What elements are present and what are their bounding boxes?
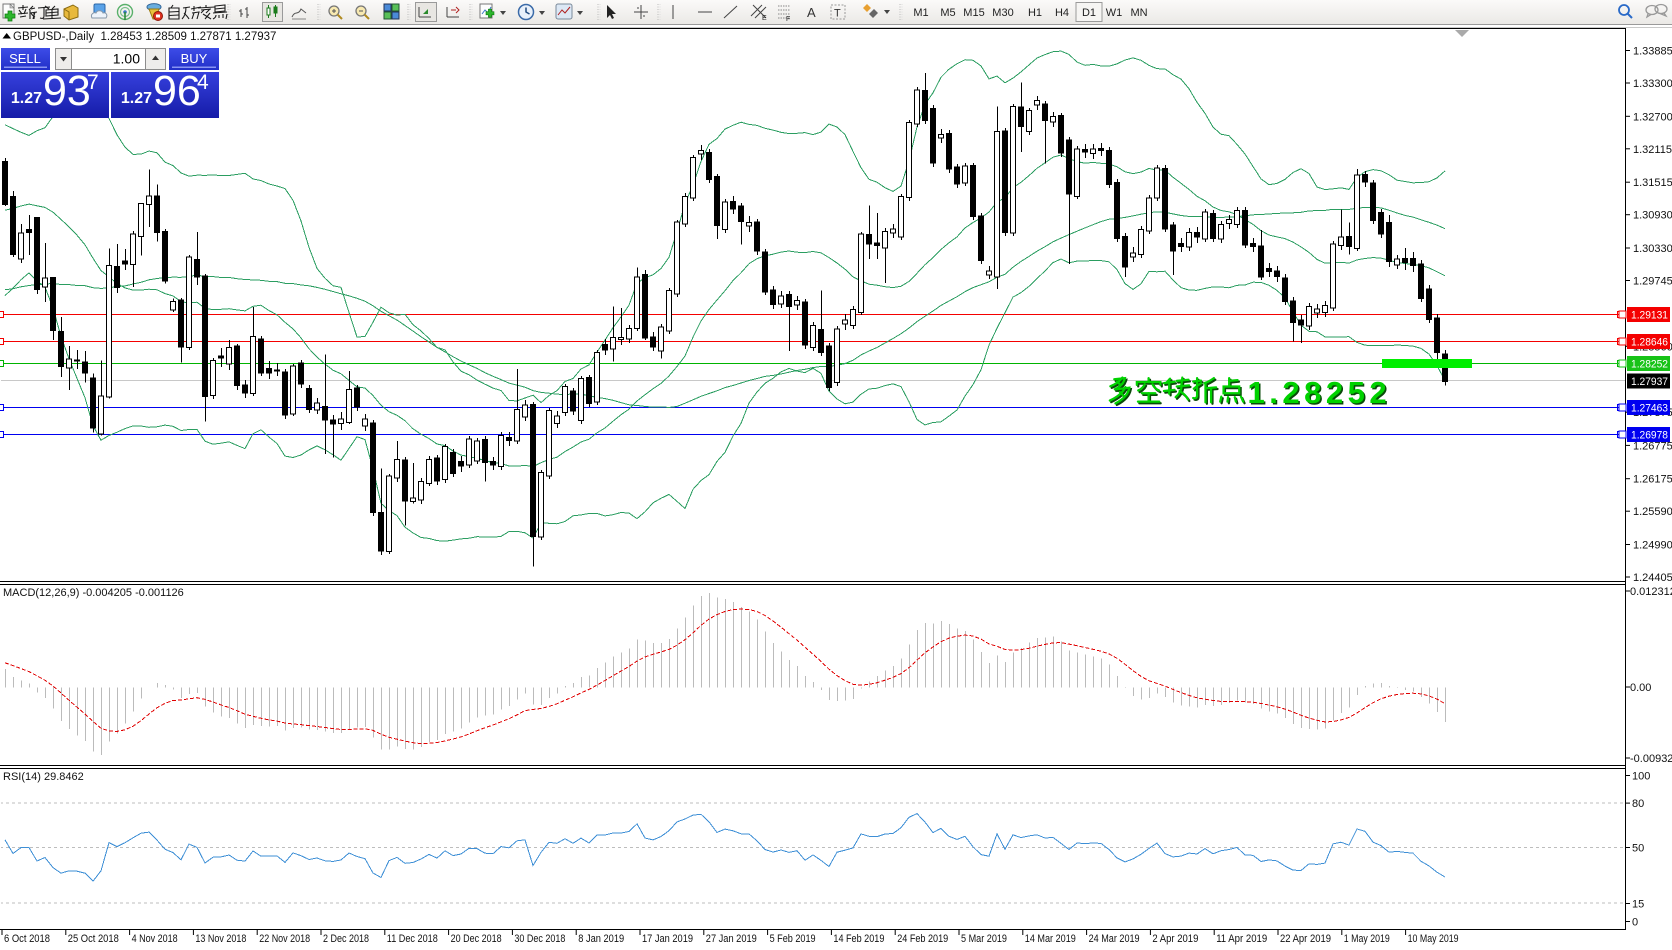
svg-text:27 Jan 2019: 27 Jan 2019 [706,933,757,945]
svg-text:10 May 2019: 10 May 2019 [1408,933,1459,945]
svg-text:24 Feb 2019: 24 Feb 2019 [897,933,948,945]
svg-text:F: F [786,16,790,23]
svg-text:7: 7 [87,71,99,94]
svg-text:4: 4 [197,71,209,94]
svg-text:14 Mar 2019: 14 Mar 2019 [1025,933,1076,945]
svg-text:25 Oct 2018: 25 Oct 2018 [68,933,119,945]
svg-text:1.30930: 1.30930 [1633,210,1672,222]
svg-text:1.27937: 1.27937 [1631,376,1668,388]
svg-text:1.33885: 1.33885 [1633,46,1672,58]
svg-text:1.31515: 1.31515 [1633,177,1672,189]
svg-text:1.29131: 1.29131 [1631,310,1668,322]
svg-text:93: 93 [43,67,91,115]
svg-text:80: 80 [1632,798,1644,810]
svg-text:M5: M5 [940,7,955,19]
svg-text:1.33300: 1.33300 [1633,78,1672,90]
svg-text:1.26175: 1.26175 [1633,474,1672,486]
svg-text:BUY: BUY [181,51,208,66]
svg-text:1.27: 1.27 [121,90,152,107]
svg-text:11 Dec 2018: 11 Dec 2018 [387,933,438,945]
svg-text:11 Apr 2019: 11 Apr 2019 [1216,933,1267,945]
svg-text:GBPUSD-,Daily 1.28453 1.28509: GBPUSD-,Daily 1.28453 1.28509 1.27871 1.… [13,31,276,43]
svg-text:T: T [834,8,841,20]
svg-text:22 Apr 2019: 22 Apr 2019 [1280,933,1331,945]
svg-text:0.012312: 0.012312 [1630,586,1672,598]
svg-text:H4: H4 [1055,7,1069,19]
svg-text:RSI(14) 29.8462: RSI(14) 29.8462 [3,771,84,783]
svg-text:1.26978: 1.26978 [1631,430,1668,442]
svg-text:1.27463: 1.27463 [1631,403,1668,415]
svg-text:15: 15 [1632,899,1644,911]
svg-text:17 Jan 2019: 17 Jan 2019 [642,933,693,945]
svg-text:1.00: 1.00 [113,51,140,67]
svg-text:1.32115: 1.32115 [1633,144,1672,156]
svg-text:30 Dec 2018: 30 Dec 2018 [514,933,565,945]
svg-text:100: 100 [1632,771,1650,783]
svg-text:A: A [807,5,816,20]
svg-text:1.28646: 1.28646 [1631,337,1668,349]
svg-text:22 Nov 2018: 22 Nov 2018 [259,933,310,945]
svg-text:0: 0 [1632,917,1638,929]
svg-text:M15: M15 [963,7,984,19]
svg-text:1.28252: 1.28252 [1249,377,1393,412]
svg-text:SELL: SELL [9,51,41,66]
svg-text:4 Nov 2018: 4 Nov 2018 [132,933,178,945]
svg-text:H1: H1 [1028,7,1042,19]
svg-text:E: E [762,15,767,22]
svg-text:14 Feb 2019: 14 Feb 2019 [833,933,884,945]
svg-text:0.00: 0.00 [1630,682,1651,694]
svg-text:M30: M30 [992,7,1013,19]
svg-text:1.28252: 1.28252 [1631,359,1668,371]
svg-text:24 Mar 2019: 24 Mar 2019 [1089,933,1140,945]
svg-text:13 Nov 2018: 13 Nov 2018 [195,933,246,945]
svg-text:50: 50 [1632,843,1644,855]
svg-text:1.32700: 1.32700 [1633,111,1672,123]
svg-text:MN: MN [1130,7,1147,19]
svg-text:8 Jan 2019: 8 Jan 2019 [578,933,624,945]
svg-text:20 Dec 2018: 20 Dec 2018 [451,933,502,945]
svg-text:-0.009328: -0.009328 [1630,753,1672,765]
svg-text:1.24405: 1.24405 [1633,572,1672,584]
svg-text:1.28252: 1.28252 [1248,375,1392,410]
svg-text:1.25590: 1.25590 [1633,506,1672,518]
svg-text:6 Oct 2018: 6 Oct 2018 [4,933,50,945]
svg-text:M1: M1 [913,7,928,19]
svg-text:1 May 2019: 1 May 2019 [1344,933,1390,945]
svg-text:5 Feb 2019: 5 Feb 2019 [770,933,816,945]
svg-text:1.26775: 1.26775 [1633,440,1672,452]
svg-text:96: 96 [153,67,201,115]
svg-text:MACD(12,26,9) -0.004205 -0.001: MACD(12,26,9) -0.004205 -0.001126 [3,587,184,599]
svg-text:1.24990: 1.24990 [1633,540,1672,552]
svg-text:2 Dec 2018: 2 Dec 2018 [323,933,369,945]
svg-text:1.27: 1.27 [11,90,42,107]
svg-text:2 Apr 2019: 2 Apr 2019 [1152,933,1198,945]
svg-text:1.29745: 1.29745 [1633,276,1672,288]
svg-text:1.30330: 1.30330 [1633,243,1672,255]
svg-text:W1: W1 [1106,7,1123,19]
svg-text:D1: D1 [1082,7,1096,19]
svg-text:5 Mar 2019: 5 Mar 2019 [961,933,1007,945]
